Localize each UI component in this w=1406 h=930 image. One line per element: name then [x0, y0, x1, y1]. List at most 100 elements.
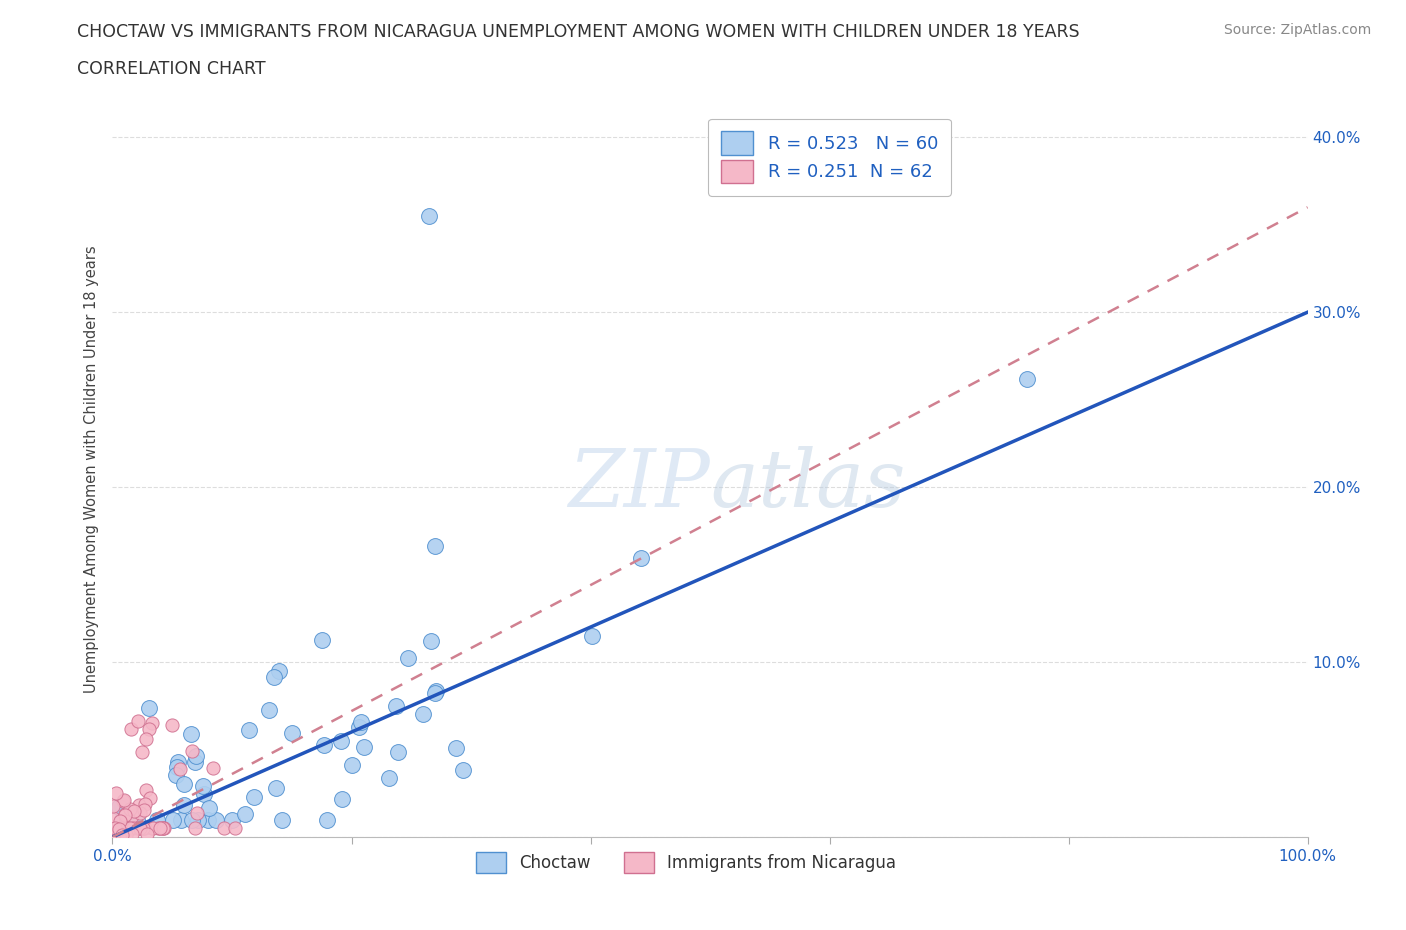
Choctaw — [184, 749, 207, 764]
Immigrants from Nicaragua — [184, 821, 207, 836]
Immigrants from Nicaragua — [201, 761, 224, 776]
Choctaw — [115, 812, 138, 827]
Choctaw — [264, 780, 287, 795]
Immigrants from Nicaragua — [186, 805, 208, 820]
Text: Source: ZipAtlas.com: Source: ZipAtlas.com — [1223, 23, 1371, 37]
Immigrants from Nicaragua — [120, 821, 142, 836]
Choctaw — [111, 798, 134, 813]
Choctaw — [385, 698, 408, 713]
Choctaw — [378, 771, 401, 786]
Immigrants from Nicaragua — [101, 827, 124, 842]
Immigrants from Nicaragua — [129, 805, 152, 820]
Choctaw — [1015, 371, 1038, 386]
Immigrants from Nicaragua — [152, 821, 174, 836]
Choctaw — [184, 754, 207, 769]
Y-axis label: Unemployment Among Women with Children Under 18 years: Unemployment Among Women with Children U… — [84, 246, 100, 694]
Choctaw — [453, 763, 475, 777]
Choctaw — [233, 806, 256, 821]
Choctaw — [187, 812, 209, 827]
Immigrants from Nicaragua — [117, 821, 139, 836]
Choctaw — [444, 740, 467, 755]
Immigrants from Nicaragua — [212, 821, 235, 836]
Choctaw — [267, 663, 290, 678]
Immigrants from Nicaragua — [114, 828, 136, 843]
Choctaw — [330, 791, 353, 806]
Immigrants from Nicaragua — [153, 821, 176, 836]
Choctaw — [311, 633, 333, 648]
Choctaw — [111, 812, 134, 827]
Choctaw — [263, 670, 285, 684]
Immigrants from Nicaragua — [142, 821, 165, 836]
Choctaw — [423, 538, 446, 553]
Choctaw — [281, 726, 304, 741]
Choctaw — [353, 739, 375, 754]
Choctaw — [412, 707, 434, 722]
Choctaw — [191, 778, 214, 793]
Choctaw — [340, 758, 363, 773]
Immigrants from Nicaragua — [135, 731, 157, 746]
Choctaw — [349, 720, 371, 735]
Choctaw — [198, 800, 221, 815]
Immigrants from Nicaragua — [132, 821, 155, 836]
Immigrants from Nicaragua — [128, 821, 150, 836]
Immigrants from Nicaragua — [121, 827, 143, 842]
Immigrants from Nicaragua — [127, 713, 149, 728]
Choctaw — [193, 787, 215, 802]
Choctaw — [180, 726, 202, 741]
Immigrants from Nicaragua — [131, 744, 153, 759]
Immigrants from Nicaragua — [112, 792, 135, 807]
Immigrants from Nicaragua — [146, 821, 169, 836]
Text: atlas: atlas — [710, 445, 905, 523]
Immigrants from Nicaragua — [169, 762, 191, 777]
Immigrants from Nicaragua — [149, 821, 172, 836]
Choctaw — [173, 777, 195, 791]
Immigrants from Nicaragua — [111, 821, 134, 836]
Immigrants from Nicaragua — [101, 798, 124, 813]
Immigrants from Nicaragua — [120, 722, 142, 737]
Immigrants from Nicaragua — [162, 718, 184, 733]
Immigrants from Nicaragua — [101, 828, 124, 843]
Immigrants from Nicaragua — [117, 821, 139, 836]
Immigrants from Nicaragua — [103, 827, 125, 842]
Immigrants from Nicaragua — [141, 821, 163, 836]
Immigrants from Nicaragua — [128, 821, 150, 836]
Immigrants from Nicaragua — [104, 820, 127, 835]
Immigrants from Nicaragua — [111, 828, 134, 843]
Immigrants from Nicaragua — [132, 821, 155, 836]
Immigrants from Nicaragua — [104, 785, 127, 800]
Immigrants from Nicaragua — [101, 811, 124, 826]
Choctaw — [170, 812, 193, 827]
Choctaw — [387, 745, 409, 760]
Choctaw — [329, 733, 352, 748]
Choctaw — [349, 715, 371, 730]
Immigrants from Nicaragua — [111, 793, 134, 808]
Choctaw — [111, 812, 134, 827]
Immigrants from Nicaragua — [121, 808, 143, 823]
Immigrants from Nicaragua — [108, 821, 131, 836]
Immigrants from Nicaragua — [134, 802, 156, 817]
Choctaw — [205, 812, 228, 827]
Choctaw — [162, 812, 184, 827]
Immigrants from Nicaragua — [114, 807, 136, 822]
Immigrants from Nicaragua — [134, 821, 156, 836]
Choctaw — [581, 629, 603, 644]
Immigrants from Nicaragua — [124, 804, 146, 818]
Choctaw — [180, 812, 202, 827]
Choctaw — [271, 812, 294, 827]
Choctaw — [423, 686, 446, 701]
Choctaw — [238, 722, 260, 737]
Choctaw — [316, 812, 339, 827]
Text: CORRELATION CHART: CORRELATION CHART — [77, 60, 266, 78]
Immigrants from Nicaragua — [149, 820, 172, 835]
Immigrants from Nicaragua — [108, 814, 131, 829]
Text: ZIP: ZIP — [568, 445, 710, 523]
Immigrants from Nicaragua — [181, 743, 204, 758]
Choctaw — [419, 633, 441, 648]
Choctaw — [173, 797, 195, 812]
Choctaw — [108, 800, 131, 815]
Immigrants from Nicaragua — [135, 783, 157, 798]
Immigrants from Nicaragua — [108, 824, 131, 839]
Choctaw — [630, 551, 652, 565]
Choctaw — [312, 737, 335, 752]
Immigrants from Nicaragua — [136, 827, 159, 842]
